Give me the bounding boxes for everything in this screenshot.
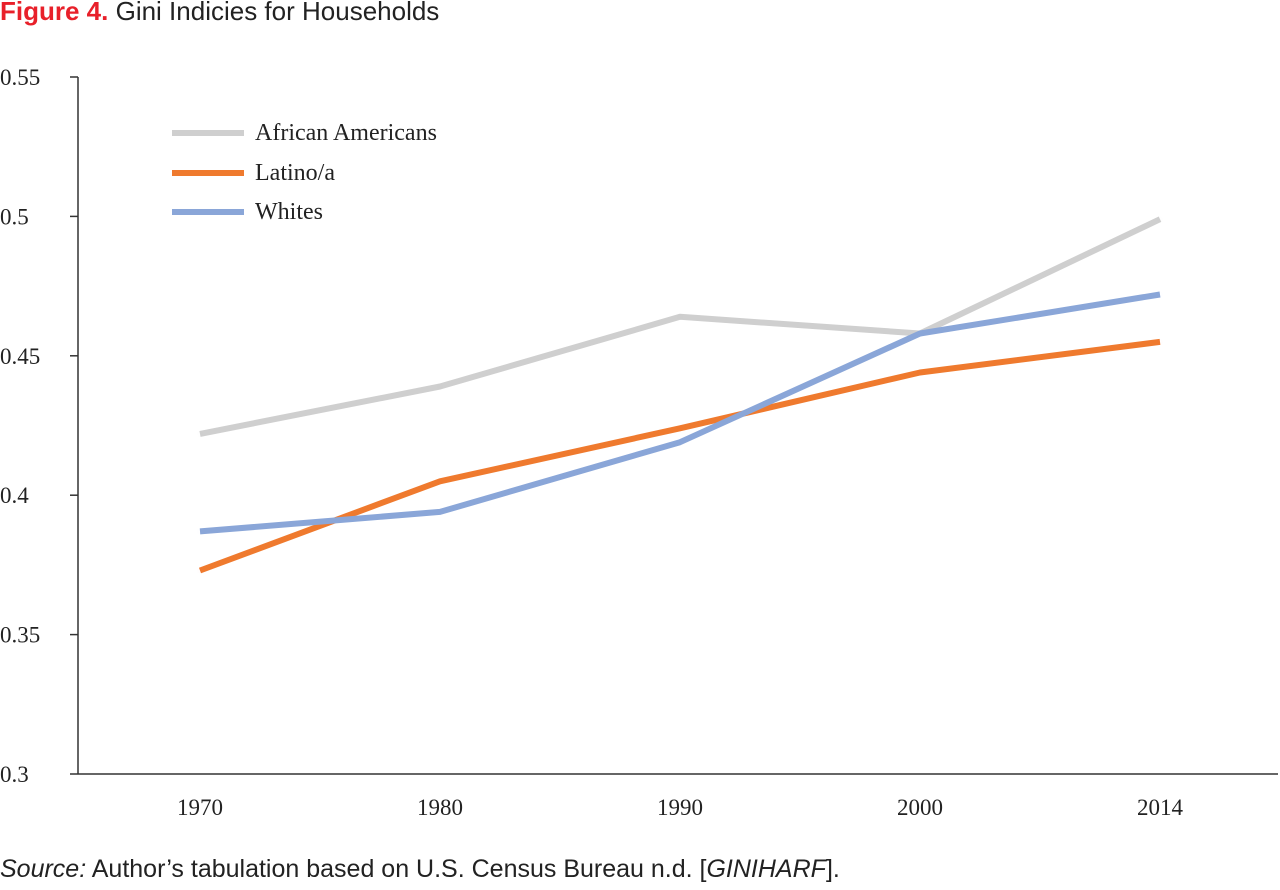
x-tick-label: 2000 (897, 795, 943, 820)
line-chart: 0.3 0.35 0.4 0.45 0.5 0.55 1970 1980 1990 2000 201… (0, 65, 1278, 820)
source-dataset: GINIHARF (706, 855, 826, 883)
figure-title-text: Gini Indicies for Households (115, 0, 440, 26)
y-tick-label: 0.4 (0, 483, 29, 508)
data-point (677, 314, 683, 320)
x-tick-label: 1990 (657, 795, 703, 820)
y-tick-label: 0.45 (0, 344, 40, 369)
source-prefix: Source: (0, 855, 87, 883)
data-point (437, 478, 443, 484)
series-line (199, 291, 1161, 535)
data-point (1157, 339, 1163, 345)
data-point (197, 431, 203, 437)
figure-number: Figure 4. (0, 0, 109, 26)
data-point (1157, 292, 1163, 298)
y-tick-label: 0.5 (0, 204, 29, 229)
data-point (437, 384, 443, 390)
data-point (917, 370, 923, 376)
data-point (1157, 216, 1163, 222)
figure-source: Source: Author’s tabulation based on U.S… (0, 855, 840, 884)
chart-series (197, 216, 1163, 574)
source-suffix: ]. (825, 855, 840, 883)
legend-label: African Americans (255, 120, 437, 146)
y-tick-label: 0.3 (0, 762, 29, 787)
y-tick-label: 0.55 (0, 65, 40, 90)
y-tick-label: 0.35 (0, 623, 40, 648)
data-point (197, 568, 203, 574)
figure-title: Figure 4. Gini Indicies for Households (0, 0, 439, 27)
data-point (677, 439, 683, 445)
source-body: Author’s tabulation based on U.S. Census… (86, 855, 707, 883)
series-line (199, 216, 1162, 437)
series-line (198, 338, 1161, 574)
chart-legend: African Americans Latino/a Whites (172, 120, 437, 225)
data-point (197, 528, 203, 534)
x-tick-label: 1980 (417, 795, 463, 820)
data-point (677, 425, 683, 431)
x-tick-label: 1970 (177, 795, 223, 820)
data-point (437, 509, 443, 515)
legend-label: Whites (255, 199, 323, 225)
x-tick-label: 2014 (1137, 795, 1184, 820)
chart-axes: 0.3 0.35 0.4 0.45 0.5 0.55 1970 1980 1990 2000 201… (0, 65, 1278, 820)
data-point (917, 331, 923, 337)
legend-label: Latino/a (255, 160, 335, 186)
